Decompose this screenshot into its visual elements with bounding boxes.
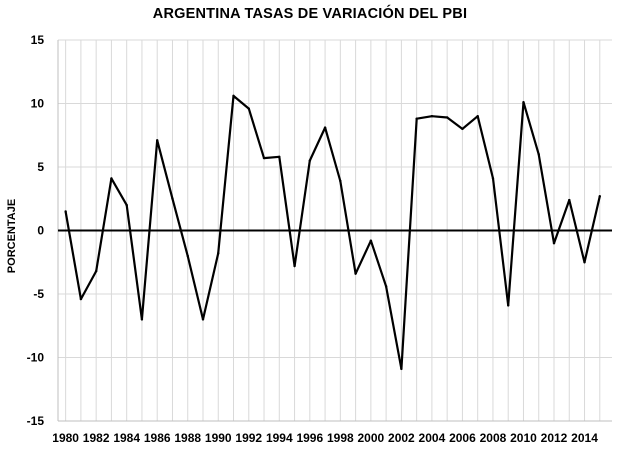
data-point: [445, 116, 449, 119]
data-point: [217, 252, 220, 255]
x-tick-label: 2004: [419, 431, 446, 445]
y-tick-label: -5: [33, 287, 44, 301]
data-point: [552, 242, 556, 245]
x-tick-label: 2006: [449, 431, 476, 445]
data-point: [339, 179, 342, 183]
y-tick-label: 15: [31, 33, 45, 47]
y-tick-label: -15: [27, 414, 45, 428]
data-point: [415, 117, 418, 120]
data-point: [64, 210, 67, 213]
x-tick-label: 1994: [266, 431, 293, 445]
data-point: [354, 272, 357, 275]
series-line-0: [64, 94, 601, 370]
x-tick-label: 2012: [541, 431, 568, 445]
data-point: [186, 254, 189, 258]
data-point: [262, 156, 266, 160]
data-point: [507, 304, 510, 307]
data-point: [247, 107, 250, 110]
data-point: [156, 139, 159, 142]
data-point: [476, 115, 479, 118]
x-tick-label: 1992: [235, 431, 262, 445]
data-point: [171, 197, 174, 200]
data-point: [369, 239, 373, 242]
data-point: [278, 155, 281, 159]
y-tick-label: 10: [31, 97, 45, 111]
x-tick-label: 2000: [358, 431, 385, 445]
data-point: [461, 127, 464, 131]
axis-layer: [57, 40, 612, 422]
data-point: [537, 153, 540, 156]
x-tick-label: 2010: [510, 431, 537, 445]
data-point: [308, 159, 312, 162]
data-point: [125, 203, 128, 207]
data-point: [323, 126, 327, 129]
data-point: [201, 318, 205, 321]
x-tick-label: 1988: [174, 431, 201, 445]
data-point: [430, 115, 434, 118]
data-point: [400, 367, 403, 371]
data-point: [568, 198, 571, 202]
data-point: [94, 269, 98, 273]
data-point: [293, 264, 296, 268]
x-tick-label: 1998: [327, 431, 354, 445]
data-point: [140, 318, 144, 321]
x-tick-label: 1984: [113, 431, 140, 445]
x-tick-label: 1982: [83, 431, 110, 445]
y-tick-label: 5: [37, 160, 44, 174]
data-point: [232, 94, 235, 98]
data-point: [583, 261, 586, 264]
data-point: [110, 177, 113, 180]
data-point: [384, 285, 388, 288]
data-point: [522, 101, 525, 104]
x-tick-label: 1996: [296, 431, 323, 445]
y-tick-label: 0: [37, 224, 44, 238]
x-tick-label: 1990: [205, 431, 232, 445]
data-point: [598, 195, 601, 198]
data-point: [491, 177, 495, 180]
x-tick-label: 1986: [144, 431, 171, 445]
data-point: [79, 297, 83, 301]
chart-title: ARGENTINA TASAS DE VARIACIÓN DEL PBI: [152, 6, 468, 22]
x-tick-label: 2008: [480, 431, 507, 445]
x-tick-label: 2014: [571, 431, 598, 445]
x-tick-label: 1980: [52, 431, 79, 445]
series-layer: [64, 94, 601, 371]
x-tick-label: 2002: [388, 431, 415, 445]
y-tick-label: -10: [27, 351, 45, 365]
